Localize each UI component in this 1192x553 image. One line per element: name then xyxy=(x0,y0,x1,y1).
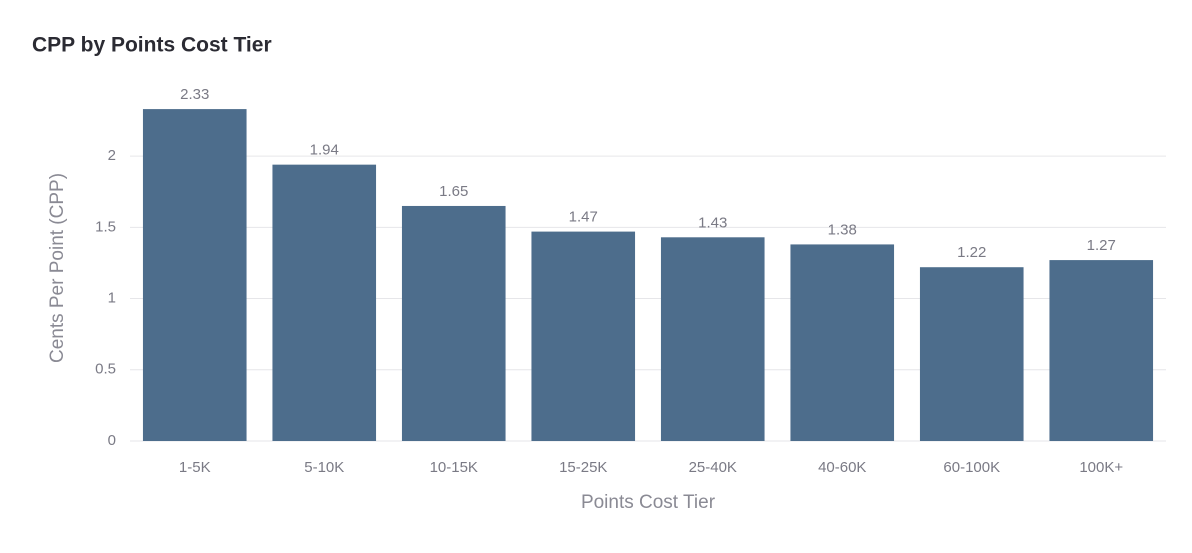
value-label: 1.43 xyxy=(698,214,727,231)
bar xyxy=(790,244,895,441)
bar xyxy=(1049,260,1154,441)
y-axis-title: Cents Per Point (CPP) xyxy=(47,173,68,363)
x-tick-label: 25-40K xyxy=(689,459,737,476)
value-label: 1.94 xyxy=(310,142,339,159)
x-tick-label: 15-25K xyxy=(559,459,607,476)
value-label: 1.65 xyxy=(439,183,468,200)
y-tick-label: 1.5 xyxy=(95,218,116,235)
x-tick-label: 100K+ xyxy=(1079,459,1123,476)
bar xyxy=(660,237,765,441)
x-tick-label: 5-10K xyxy=(304,459,344,476)
y-tick-label: 1 xyxy=(108,290,116,307)
bar xyxy=(401,205,506,441)
value-label: 2.33 xyxy=(180,86,209,103)
x-axis-title: Points Cost Tier xyxy=(581,492,716,513)
x-tick-label: 1-5K xyxy=(179,459,211,476)
bar xyxy=(272,164,377,441)
bar xyxy=(142,109,247,442)
x-tick-label: 40-60K xyxy=(818,459,866,476)
value-label: 1.22 xyxy=(957,244,986,261)
value-label: 1.38 xyxy=(828,221,857,238)
x-tick-label: 60-100K xyxy=(943,459,1000,476)
y-tick-label: 2 xyxy=(108,147,116,164)
y-tick-label: 0.5 xyxy=(95,361,116,378)
bar xyxy=(531,231,636,441)
y-tick-label: 0 xyxy=(108,432,116,449)
chart-title: CPP by Points Cost Tier xyxy=(32,34,272,57)
value-label: 1.47 xyxy=(569,209,598,226)
bar xyxy=(919,267,1024,441)
value-label: 1.27 xyxy=(1087,237,1116,254)
x-tick-label: 10-15K xyxy=(430,459,478,476)
